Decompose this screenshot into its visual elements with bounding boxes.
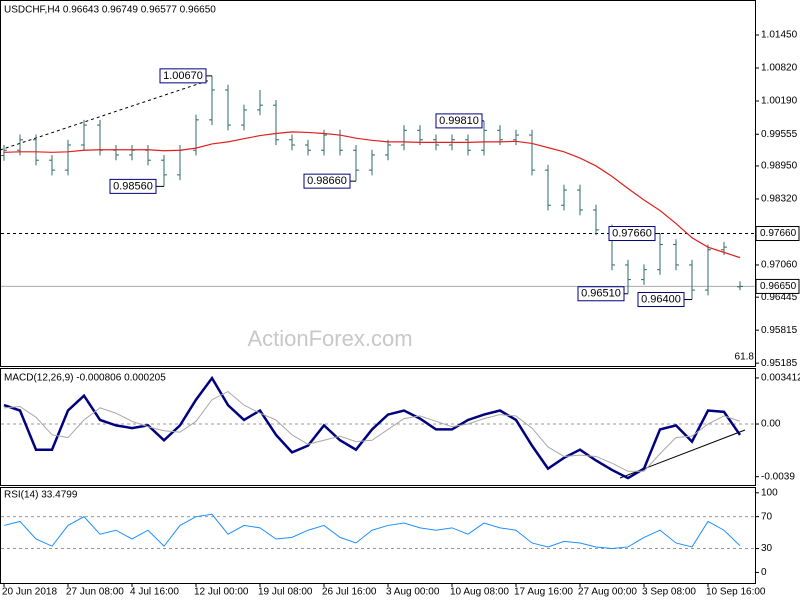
indicator-line — [3, 391, 741, 472]
macd-title: MACD(12,26,9) -0.000806 0.000205 — [4, 373, 166, 384]
annotation-box — [577, 286, 625, 302]
annotation-label: 0.96510 — [581, 288, 621, 300]
x-tick-label: 4 Jul 16:00 — [130, 587, 179, 598]
price-level-box — [755, 278, 800, 294]
y-tick-label: 0.95185 — [761, 358, 798, 369]
rsi-title: RSI(14) 33.4799 — [4, 490, 78, 501]
y-tick-label: 0.95815 — [761, 325, 798, 336]
annotation-box — [608, 226, 656, 242]
y-tick-label: 1.00190 — [761, 96, 798, 107]
x-tick-label: 10 Aug 08:00 — [450, 587, 509, 598]
y-tick-label: 0.98950 — [761, 161, 798, 172]
x-tick-label: 19 Jul 08:00 — [258, 587, 313, 598]
indicator-line — [3, 513, 741, 550]
annotation-label: 0.99810 — [439, 115, 479, 127]
rsi-panel — [0, 487, 756, 584]
x-tick-label: 27 Jun 08:00 — [66, 587, 124, 598]
x-tick-label: 3 Aug 00:00 — [386, 587, 440, 598]
annotation-label: 0.96400 — [641, 293, 681, 305]
x-tick-label: 20 Jun 2018 — [2, 587, 57, 598]
trendline — [0, 79, 211, 151]
price-level-label: 0.97660 — [760, 228, 797, 239]
y-tick-label: 0.96445 — [761, 292, 798, 303]
annotation-label: 0.98560 — [113, 180, 153, 192]
price-title: USDCHF,H4 0.96643 0.96749 0.96577 0.9665… — [4, 5, 216, 16]
macd-panel — [0, 368, 756, 486]
annotation-box — [303, 173, 351, 189]
price-level-box — [755, 226, 800, 242]
indicator-line — [3, 375, 742, 480]
moving-average — [3, 131, 741, 259]
x-tick-label: 10 Sep 16:00 — [706, 587, 766, 598]
x-tick-label: 12 Jul 00:00 — [194, 587, 249, 598]
y-tick-label: -0.0039 — [761, 471, 795, 482]
y-tick-label: 0.00 — [761, 419, 781, 430]
y-tick-label: 30 — [761, 543, 773, 554]
x-tick-label: 3 Sep 08:00 — [642, 587, 696, 598]
x-tick-label: 17 Aug 16:00 — [514, 587, 573, 598]
annotation-label: 0.98660 — [307, 175, 347, 187]
x-tick-label: 26 Jul 16:00 — [322, 587, 377, 598]
watermark: ActionForex.com — [247, 326, 412, 351]
y-tick-label: 100 — [761, 487, 778, 498]
y-tick-label: 0.97060 — [761, 260, 798, 271]
annotation-box — [109, 178, 157, 194]
annotation-box — [435, 113, 483, 129]
y-tick-label: 0.003412 — [761, 373, 800, 384]
y-tick-label: 0.99555 — [761, 129, 798, 140]
price-level-label: 0.96650 — [760, 281, 797, 292]
price-panel — [0, 0, 756, 367]
y-tick-label: 1.00820 — [761, 63, 798, 74]
y-tick-label: 0.98320 — [761, 194, 798, 205]
y-tick-label: 70 — [761, 511, 773, 522]
fib-label: 61.8 — [735, 352, 755, 363]
annotation-box — [637, 292, 685, 308]
y-tick-label: 1.01450 — [761, 30, 798, 41]
y-tick-label: 0 — [761, 567, 767, 578]
annotation-label: 0.97660 — [612, 227, 652, 239]
x-tick-label: 27 Aug 00:00 — [578, 587, 637, 598]
annotation-label: 1.00670 — [163, 70, 203, 82]
annotation-box — [159, 68, 207, 84]
